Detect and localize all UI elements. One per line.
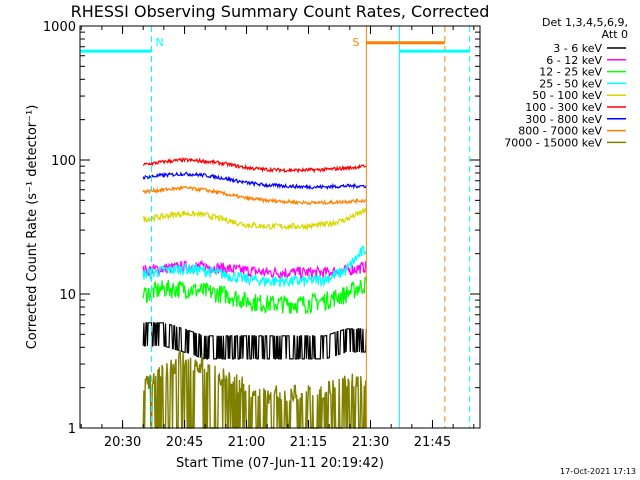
series-line-8 — [142, 185, 367, 206]
x-tick-label: 21:15 — [290, 435, 327, 450]
y-tick-label: 1000 — [43, 20, 76, 35]
legend-label-2: 6 - 12 keV — [546, 54, 602, 67]
series-line-7 — [142, 171, 367, 191]
y-axis-label: Corrected Count Rate (s⁻¹ detector⁻¹) — [25, 105, 40, 350]
legend-label-9: 7000 - 15000 keV — [504, 136, 602, 149]
series-line-3 — [142, 276, 367, 315]
series-line-1 — [142, 322, 367, 360]
series-line-9 — [142, 349, 368, 429]
legend-header: Att 0 — [602, 28, 628, 41]
legend-header: Det 1,3,4,5,6,9, — [542, 16, 628, 29]
x-tick-label: 21:30 — [352, 435, 389, 450]
y-tick-label: 100 — [51, 154, 76, 169]
axis-layer: 1 10 100 1000 20:30 20:45 21:00 21:15 21:30 21:45 — [43, 20, 480, 450]
legend-label-4: 25 - 50 keV — [539, 77, 602, 90]
state-marker-N: N — [155, 36, 163, 49]
legend-label-1: 3 - 6 keV — [553, 42, 602, 55]
generation-timestamp: 17-Oct-2021 17:13 — [560, 467, 636, 476]
legend-label-6: 100 - 300 keV — [525, 101, 602, 114]
series-line-4 — [142, 245, 367, 288]
x-axis-label: Start Time (07-Jun-11 20:19:42) — [176, 456, 384, 471]
x-tick-label: 21:00 — [228, 435, 265, 450]
legend-label-3: 12 - 25 keV — [539, 66, 602, 79]
legend-label-7: 300 - 800 keV — [525, 113, 602, 126]
series-line-6 — [142, 157, 367, 174]
plot-frame — [79, 25, 481, 429]
x-tick-label: 20:45 — [166, 435, 203, 450]
chart-title: RHESSI Observing Summary Count Rates, Co… — [71, 2, 490, 21]
state-marker-S: S — [352, 36, 359, 49]
legend-label-8: 800 - 7000 keV — [518, 125, 602, 138]
series-line-5 — [142, 207, 367, 232]
x-tick-label: 20:30 — [104, 435, 141, 450]
y-tick-label: 1 — [68, 422, 76, 437]
legend-label-5: 50 - 100 keV — [532, 89, 602, 102]
y-tick-label: 10 — [59, 288, 76, 303]
x-tick-label: 21:45 — [414, 435, 451, 450]
series-layer — [142, 157, 368, 429]
